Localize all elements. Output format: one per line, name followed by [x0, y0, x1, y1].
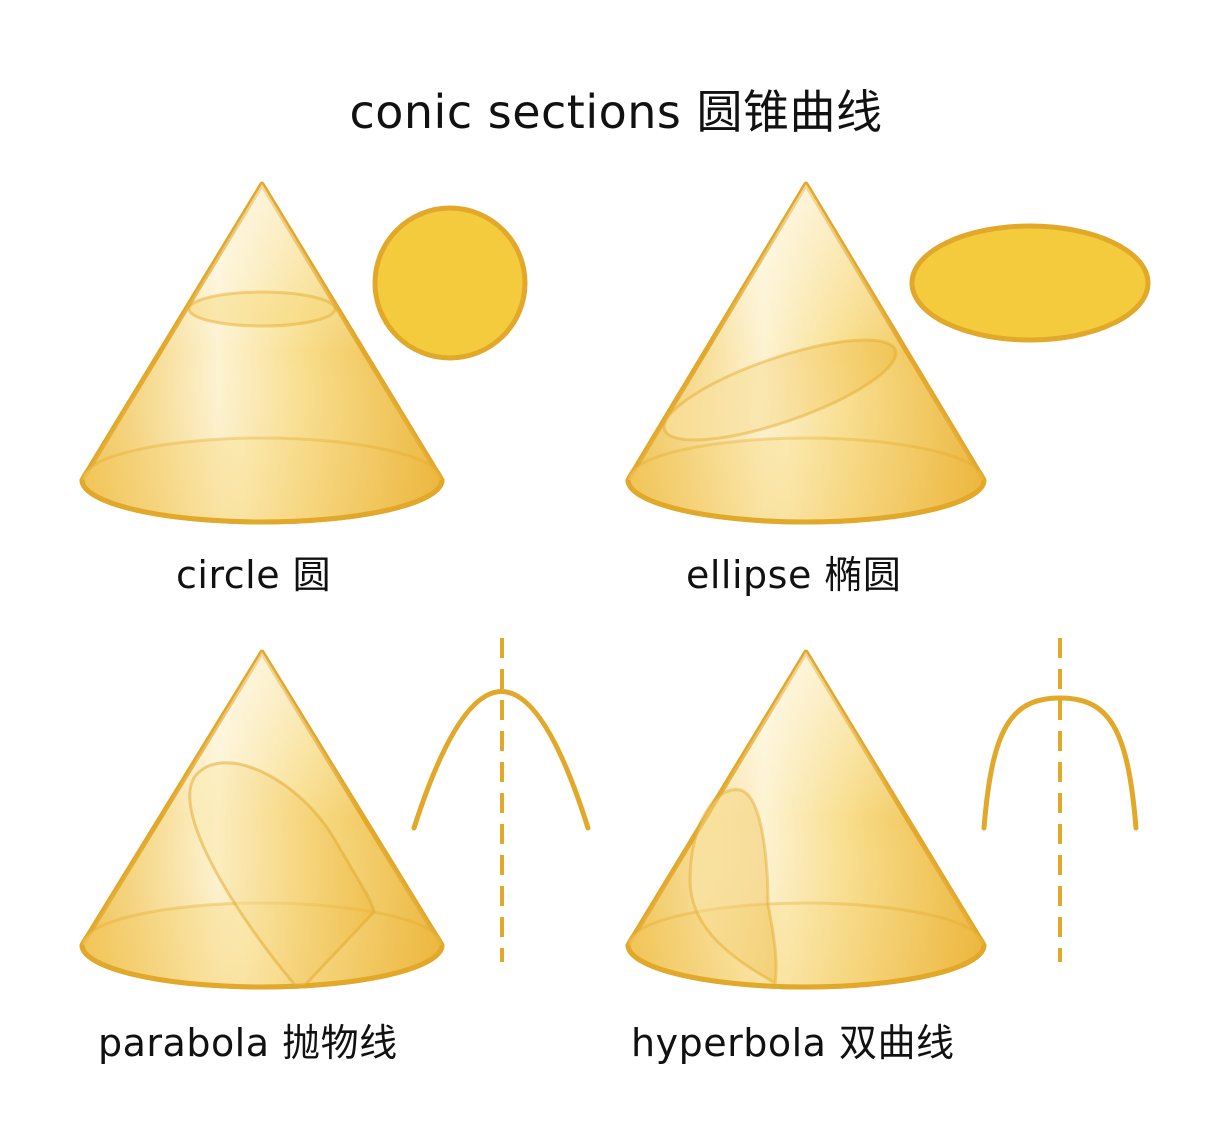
circle-shape: [372, 205, 528, 361]
figure-title: conic sections 圆锥曲线: [349, 85, 883, 139]
ellipse-shape: [909, 223, 1151, 343]
hyperbola-cone: [625, 649, 987, 990]
hyperbola-panel: [625, 638, 1139, 990]
hyperbola-label: hyperbola 双曲线: [631, 1021, 955, 1065]
parabola-label: parabola 抛物线: [98, 1021, 398, 1065]
parabola-curve: [411, 689, 591, 831]
hyperbola-curve: [981, 695, 1139, 831]
ellipse-label: ellipse 椭圆: [686, 553, 902, 597]
parabola-panel: [79, 638, 591, 990]
circle-cross-section: [187, 290, 337, 328]
ellipse-panel: [625, 181, 1151, 525]
circle-panel: [79, 181, 528, 525]
hyperbola-cross-section: [688, 788, 778, 985]
parabola-cross-section: [188, 761, 376, 987]
ellipse-cross-section: [662, 338, 898, 442]
circle-cone: [79, 181, 445, 525]
circle-label: circle 圆: [176, 553, 332, 597]
